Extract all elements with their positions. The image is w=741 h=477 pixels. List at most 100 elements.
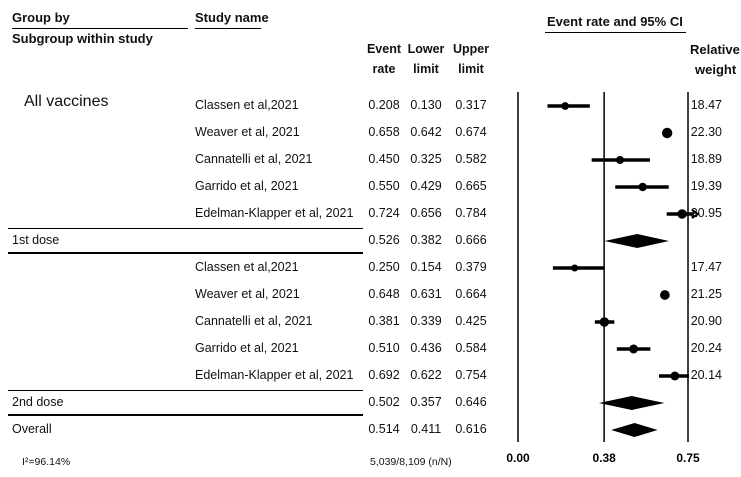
lower-limit-value: 0.436	[410, 341, 442, 355]
relative-weight-value: 17.47	[690, 260, 722, 274]
header-upper-2: limit	[458, 62, 484, 76]
study-name: Garrido et al, 2021	[195, 179, 299, 193]
event-rate-value: 0.450	[368, 152, 400, 166]
overall-diamond	[611, 423, 658, 437]
header-event-rate-2: rate	[372, 62, 396, 76]
subgroup-line-top	[8, 390, 363, 391]
study-marker	[658, 371, 689, 381]
header-study-name: Study name	[195, 10, 269, 25]
study-marker	[615, 182, 669, 192]
overall-upper-value: 0.616	[455, 422, 487, 436]
lower-limit-value: 0.656	[410, 206, 442, 220]
header-upper-1: Upper	[452, 42, 490, 56]
overall-lower-value: 0.411	[410, 422, 442, 436]
lower-limit-value: 0.154	[410, 260, 442, 274]
relative-weight-value: 19.39	[690, 179, 722, 193]
upper-limit-value: 0.584	[455, 341, 487, 355]
ci-arrow	[691, 209, 700, 219]
study-marker	[616, 344, 651, 354]
header-ci-underline	[545, 32, 686, 33]
header-ci: Event rate and 95% CI	[547, 14, 683, 29]
lower-limit-value: 0.642	[410, 125, 442, 139]
header-event-rate-1: Event	[366, 42, 402, 56]
study-marker	[666, 209, 700, 219]
upper-limit-value: 0.582	[455, 152, 487, 166]
point-estimate	[561, 102, 570, 110]
summary-lower-value: 0.357	[410, 395, 442, 409]
subgroup-label: 2nd dose	[12, 395, 64, 409]
subgroup-diamond	[604, 234, 669, 248]
lower-limit-value: 0.429	[410, 179, 442, 193]
header-group-by-underline	[12, 28, 188, 29]
study-name: Weaver et al, 2021	[195, 287, 300, 301]
event-rate-value: 0.550	[368, 179, 400, 193]
relative-weight-value: 22.30	[690, 125, 722, 139]
event-rate-value: 0.648	[368, 287, 400, 301]
event-rate-value: 0.724	[368, 206, 400, 220]
study-marker	[552, 264, 604, 272]
overall-rate-value: 0.514	[368, 422, 400, 436]
relative-weight-value: 21.25	[690, 287, 722, 301]
study-name: Classen et al,2021	[195, 260, 299, 274]
point-estimate	[670, 371, 680, 381]
events-label: 5,039/8,109 (n/N)	[370, 456, 452, 468]
summary-lower-value: 0.382	[410, 233, 442, 247]
event-rate-value: 0.510	[368, 341, 400, 355]
relative-weight-value: 18.89	[690, 152, 722, 166]
header-subgroup: Subgroup within study	[12, 31, 153, 46]
study-marker	[591, 155, 650, 165]
lower-limit-value: 0.339	[410, 314, 442, 328]
upper-limit-value: 0.674	[455, 125, 487, 139]
header-weight-2: weight	[695, 62, 737, 77]
upper-limit-value: 0.425	[455, 314, 487, 328]
subgroup-diamond	[598, 396, 665, 410]
summary-rate-value: 0.502	[368, 395, 400, 409]
study-marker	[661, 127, 673, 139]
header-lower-1: Lower	[407, 42, 445, 56]
study-name: Edelman-Klapper et al, 2021	[195, 368, 354, 382]
heterogeneity-label: I²=96.14%	[22, 456, 71, 468]
point-estimate	[661, 127, 673, 139]
x-tick-label: 0.38	[592, 451, 616, 465]
x-tick-label: 0.00	[506, 451, 530, 465]
relative-weight-value: 18.47	[690, 98, 722, 112]
header-group-by: Group by	[12, 10, 70, 25]
upper-limit-value: 0.665	[455, 179, 487, 193]
study-name: Weaver et al, 2021	[195, 125, 300, 139]
overall-label: Overall	[12, 422, 52, 436]
event-rate-value: 0.692	[368, 368, 400, 382]
x-tick-label: 0.75	[676, 451, 700, 465]
group-label: All vaccines	[24, 93, 109, 110]
relative-weight-value: 20.24	[690, 341, 722, 355]
upper-limit-value: 0.754	[455, 368, 487, 382]
study-marker	[547, 102, 590, 110]
lower-limit-value: 0.325	[410, 152, 442, 166]
point-estimate	[615, 155, 625, 165]
event-rate-value: 0.250	[368, 260, 400, 274]
relative-weight-value: 20.90	[690, 314, 722, 328]
study-name: Edelman-Klapper et al, 2021	[195, 206, 354, 220]
point-estimate	[638, 182, 647, 192]
upper-limit-value: 0.664	[455, 287, 487, 301]
header-weight-1: Relative	[690, 42, 740, 57]
study-name: Cannatelli et al, 2021	[195, 314, 313, 328]
relative-weight-value: 20.95	[690, 206, 722, 220]
lower-limit-value: 0.631	[410, 287, 442, 301]
summary-upper-value: 0.666	[455, 233, 487, 247]
event-rate-value: 0.658	[368, 125, 400, 139]
header-study-name-underline	[195, 28, 261, 29]
subgroup-line-bottom	[8, 252, 363, 254]
point-estimate	[571, 264, 579, 272]
point-estimate	[629, 344, 639, 354]
subgroup-label: 1st dose	[12, 233, 60, 247]
study-marker	[660, 290, 670, 300]
point-estimate	[677, 209, 687, 219]
summary-rate-value: 0.526	[368, 233, 400, 247]
lower-limit-value: 0.622	[410, 368, 442, 382]
upper-limit-value: 0.379	[455, 260, 487, 274]
lower-limit-value: 0.130	[410, 98, 442, 112]
study-name: Garrido et al, 2021	[195, 341, 299, 355]
relative-weight-value: 20.14	[690, 368, 722, 382]
point-estimate	[660, 290, 670, 300]
